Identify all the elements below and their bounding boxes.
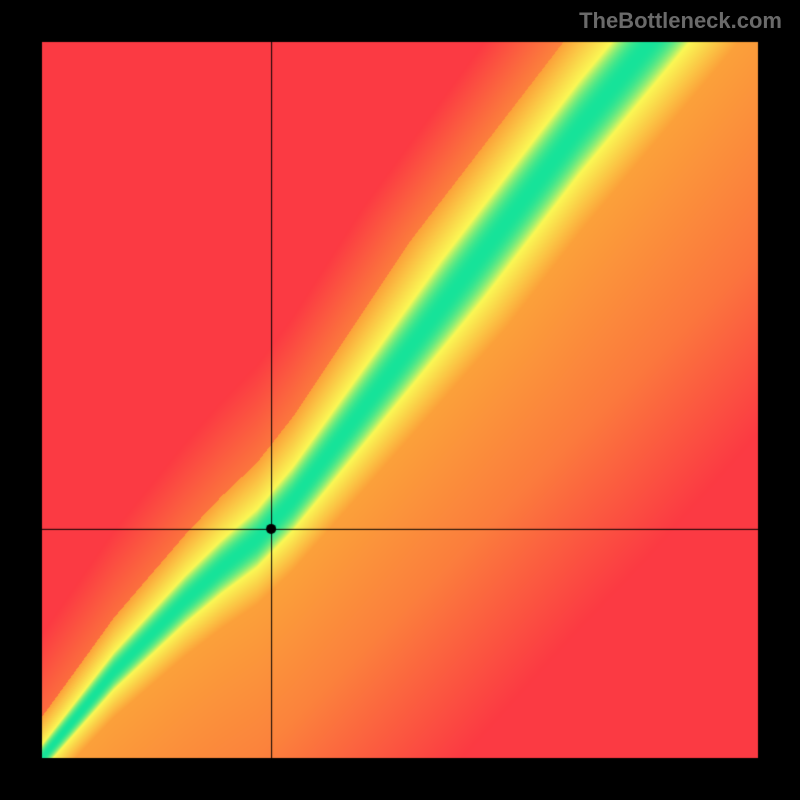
bottleneck-heatmap <box>0 0 800 800</box>
watermark: TheBottleneck.com <box>579 8 782 34</box>
